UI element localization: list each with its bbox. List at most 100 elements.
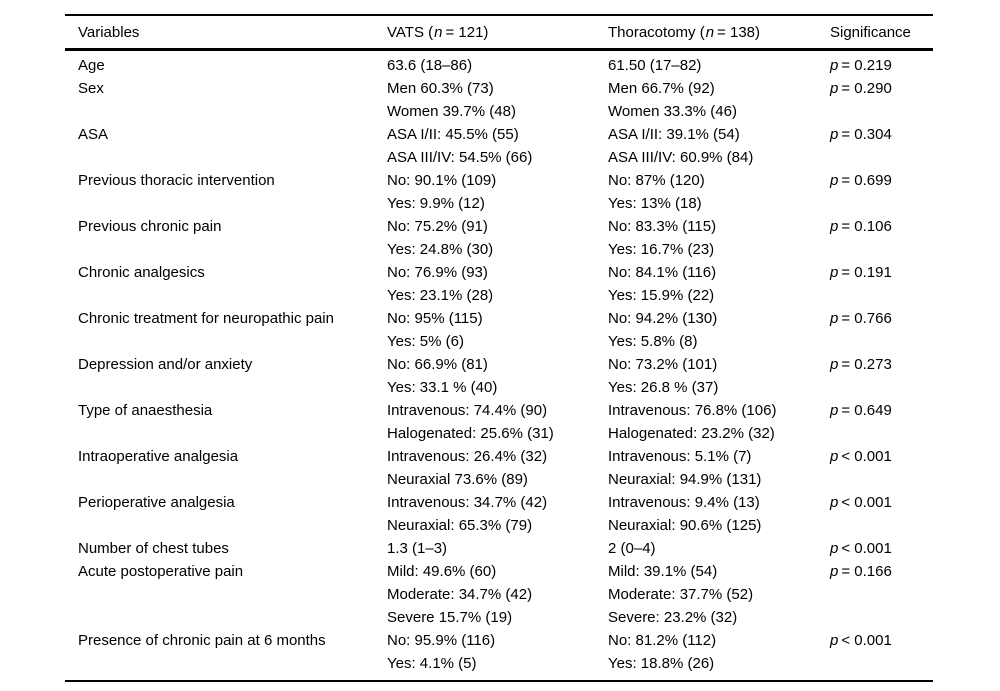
- thoracotomy-value-line: Intravenous: 76.8% (106): [608, 402, 777, 419]
- significance-value: p = 0.304: [830, 123, 933, 146]
- vats-value-line: Yes: 9.9% (12): [387, 195, 485, 212]
- thoracotomy-value-line: 61.50 (17–82): [608, 57, 702, 74]
- header-vats-suffix: = 121): [445, 23, 489, 41]
- vats-cell: 1.3 (1–3): [374, 537, 595, 560]
- vats-cell: ASA I/II: 45.5% (55) ASA III/IV: 54.5% (6…: [374, 123, 595, 169]
- significance-cell: p = 0.219: [817, 50, 933, 78]
- header-vats: VATS (n = 121): [374, 15, 595, 51]
- significance-value: p = 0.191: [830, 261, 933, 284]
- vats-cell: Intravenous: 74.4% (90) Halogenated: 25.6…: [374, 399, 595, 445]
- variable-label: Presence of chronic pain at 6 months: [78, 632, 326, 649]
- thoracotomy-value-line: Intravenous: 5.1% (7): [608, 448, 752, 465]
- p-value: < 0.001: [841, 632, 892, 649]
- thoracotomy-value-line: Yes: 26.8 % (37): [608, 379, 719, 396]
- thoracotomy-value-line: No: 87% (120): [608, 172, 705, 189]
- vats-value-line: No: 76.9% (93): [387, 264, 488, 281]
- thoracotomy-cell: 61.50 (17–82): [595, 50, 817, 78]
- p-symbol: p: [830, 126, 839, 143]
- thoracotomy-value-line: Women 33.3% (46): [608, 103, 737, 120]
- significance-cell: p < 0.001: [817, 491, 933, 537]
- p-symbol: p: [830, 540, 839, 557]
- thoracotomy-value-line: Halogenated: 23.2% (32): [608, 425, 775, 442]
- thoracotomy-cell: Intravenous: 76.8% (106) Halogenated: 23.…: [595, 399, 817, 445]
- variable-label: Depression and/or anxiety: [78, 356, 253, 373]
- significance-cell: p = 0.191: [817, 261, 933, 307]
- significance-value: p = 0.219: [830, 54, 933, 77]
- table-row: Previous thoracic intervention No: 90.1%…: [65, 169, 933, 215]
- variable-cell: Number of chest tubes: [65, 537, 374, 560]
- vats-cell: Mild: 49.6% (60) Moderate: 34.7% (42) Seve…: [374, 560, 595, 629]
- vats-value-line: No: 95.9% (116): [387, 632, 496, 649]
- table-row: Age 63.6 (18–86) 61.50 (17–82) p = 0.219: [65, 50, 933, 78]
- variable-cell: Chronic treatment for neuropathic pain: [65, 307, 374, 353]
- thoracotomy-value-line: Intravenous: 9.4% (13): [608, 494, 760, 511]
- thoracotomy-cell: No: 81.2% (112) Yes: 18.8% (26): [595, 629, 817, 681]
- p-value: = 0.191: [841, 264, 892, 281]
- comparison-table: Variables VATS (n = 121) Thoracotomy (n = …: [65, 14, 933, 682]
- p-symbol: p: [830, 402, 839, 419]
- vats-value-line: Intravenous: 34.7% (42): [387, 494, 548, 511]
- vats-cell: Intravenous: 26.4% (32) Neuraxial 73.6% (…: [374, 445, 595, 491]
- p-symbol: p: [830, 57, 839, 74]
- vats-value-line: Men 60.3% (73): [387, 80, 494, 97]
- p-symbol: p: [830, 264, 839, 281]
- thoracotomy-value-line: Mild: 39.1% (54): [608, 563, 718, 580]
- p-value: = 0.273: [841, 356, 892, 373]
- table-header: Variables VATS (n = 121) Thoracotomy (n = …: [65, 15, 933, 51]
- significance-value: p < 0.001: [830, 629, 933, 652]
- p-symbol: p: [830, 563, 839, 580]
- vats-cell: No: 66.9% (81) Yes: 33.1 % (40): [374, 353, 595, 399]
- vats-cell: No: 76.9% (93) Yes: 23.1% (28): [374, 261, 595, 307]
- significance-value: p = 0.699: [830, 169, 933, 192]
- variable-label: Previous thoracic intervention: [78, 172, 275, 189]
- significance-cell: p = 0.166: [817, 560, 933, 629]
- variable-cell: Type of anaesthesia: [65, 399, 374, 445]
- header-thoracotomy: Thoracotomy (n = 138): [595, 15, 817, 51]
- vats-value-line: Yes: 24.8% (30): [387, 241, 494, 258]
- vats-value-line: No: 95% (115): [387, 310, 483, 327]
- thoracotomy-cell: Intravenous: 9.4% (13) Neuraxial: 90.6% (…: [595, 491, 817, 537]
- significance-value: p = 0.766: [830, 307, 933, 330]
- vats-value-line: Yes: 5% (6): [387, 333, 464, 350]
- vats-value-line: 63.6 (18–86): [387, 57, 473, 74]
- thoracotomy-value-line: Yes: 16.7% (23): [608, 241, 715, 258]
- vats-value-line: Intravenous: 26.4% (32): [387, 448, 548, 465]
- header-vats-prefix: VATS (: [387, 23, 434, 41]
- significance-value: p = 0.649: [830, 399, 933, 422]
- table-row: Type of anaesthesia Intravenous: 74.4% (…: [65, 399, 933, 445]
- p-value: = 0.219: [841, 57, 892, 74]
- variable-label: Sex: [78, 80, 104, 97]
- comparison-table-wrap: Variables VATS (n = 121) Thoracotomy (n = …: [65, 14, 933, 682]
- p-value: = 0.290: [841, 80, 892, 97]
- thoracotomy-value-line: No: 81.2% (112): [608, 632, 717, 649]
- thoracotomy-value-line: ASA I/II: 39.1% (54): [608, 126, 740, 143]
- variable-label: Chronic treatment for neuropathic pain: [78, 310, 334, 327]
- p-symbol: p: [830, 80, 839, 97]
- header-variables: Variables: [65, 15, 374, 51]
- p-symbol: p: [830, 172, 839, 189]
- variable-cell: Presence of chronic pain at 6 months: [65, 629, 374, 681]
- thoracotomy-value-line: No: 94.2% (130): [608, 310, 718, 327]
- significance-cell: p = 0.106: [817, 215, 933, 261]
- vats-value-line: No: 66.9% (81): [387, 356, 488, 373]
- thoracotomy-value-line: Yes: 18.8% (26): [608, 655, 715, 672]
- variable-cell: Perioperative analgesia: [65, 491, 374, 537]
- variable-cell: Intraoperative analgesia: [65, 445, 374, 491]
- p-value: = 0.649: [841, 402, 892, 419]
- vats-cell: Men 60.3% (73) Women 39.7% (48): [374, 77, 595, 123]
- p-value: = 0.766: [841, 310, 892, 327]
- thoracotomy-value-line: ASA III/IV: 60.9% (84): [608, 149, 754, 166]
- vats-value-line: Yes: 33.1 % (40): [387, 379, 498, 396]
- table-row: Perioperative analgesia Intravenous: 34.…: [65, 491, 933, 537]
- significance-cell: p < 0.001: [817, 537, 933, 560]
- header-variables-label: Variables: [78, 23, 140, 41]
- significance-value: p = 0.273: [830, 353, 933, 376]
- variable-cell: Age: [65, 50, 374, 78]
- significance-cell: p < 0.001: [817, 445, 933, 491]
- significance-value: p < 0.001: [830, 491, 933, 514]
- vats-value-line: Yes: 4.1% (5): [387, 655, 477, 672]
- thoracotomy-cell: Men 66.7% (92) Women 33.3% (46): [595, 77, 817, 123]
- vats-cell: No: 90.1% (109) Yes: 9.9% (12): [374, 169, 595, 215]
- thoracotomy-cell: No: 94.2% (130) Yes: 5.8% (8): [595, 307, 817, 353]
- thoracotomy-value-line: Men 66.7% (92): [608, 80, 715, 97]
